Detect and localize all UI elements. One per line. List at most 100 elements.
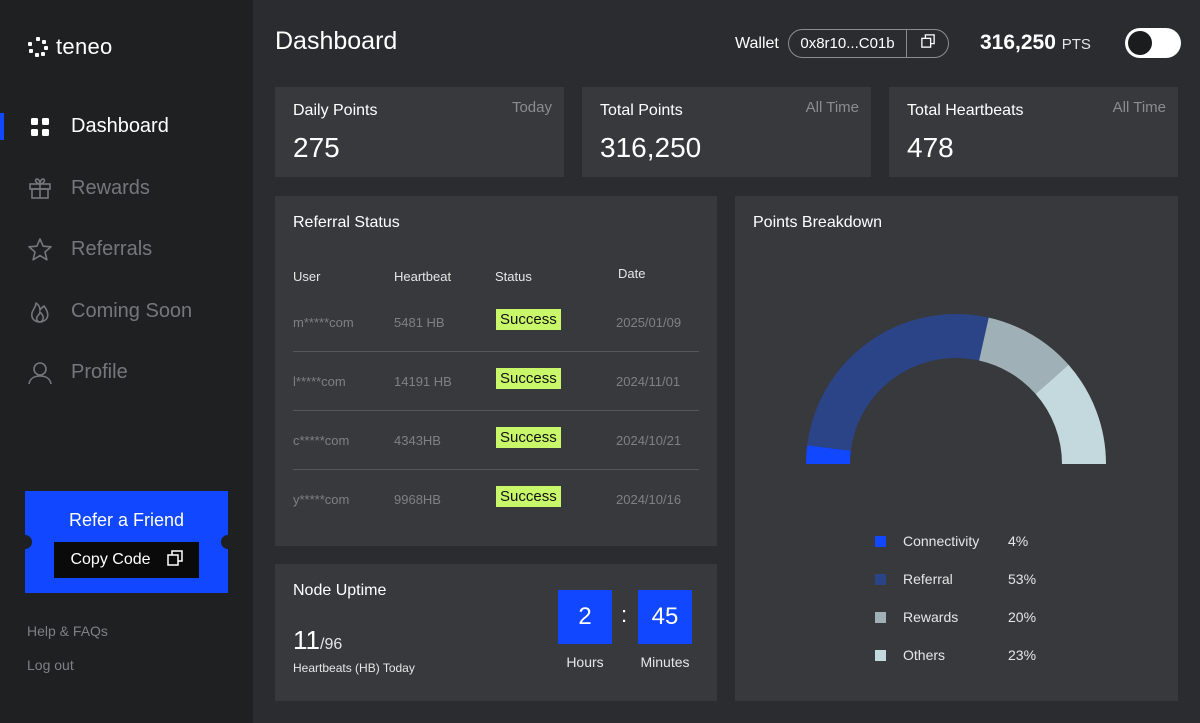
sidebar-item-dashboard[interactable]: Dashboard (0, 96, 253, 158)
gauge-segment-connectivity (806, 445, 851, 464)
refer-a-friend-card: Refer a Friend Copy Code (18, 491, 235, 593)
stat-value: 316,250 (600, 132, 702, 163)
cell-heartbeat: 14191 HB (394, 374, 452, 389)
refer-title: Refer a Friend (68, 510, 185, 530)
sidebar-item-referrals[interactable]: Referrals (0, 219, 253, 281)
help-faqs-link[interactable]: Help & FAQs (27, 623, 108, 639)
legend-percent: 20% (1008, 609, 1037, 625)
table-row: m*****com 5481 HB Success 2025/01/09 (293, 293, 699, 352)
status-badge: Success (496, 486, 561, 507)
wallet-label: Wallet (735, 35, 779, 52)
sidebar-item-label: Rewards (71, 176, 150, 199)
points-balance: 316,250 PTS (980, 31, 1091, 55)
time-separator: : (621, 602, 628, 627)
copy-code-button[interactable]: Copy Code (54, 542, 199, 578)
cell-date: 2024/10/21 (616, 433, 682, 448)
wallet-address: 0x8r10...C01b (789, 30, 907, 57)
stat-period: Today (511, 99, 552, 116)
legend-swatch (875, 574, 886, 585)
status-badge: Success (496, 427, 561, 448)
legend-swatch (875, 536, 886, 547)
card-title: Referral Status (293, 214, 400, 231)
status-badge: Success (496, 368, 561, 389)
legend-name: Others (903, 647, 946, 663)
stat-period: All Time (1112, 99, 1166, 116)
logo-icon (28, 37, 48, 57)
legend-item-referral: Referral 53% (875, 569, 1175, 589)
stat-value: 478 (907, 132, 954, 163)
daily-points-card: Daily Points Today 275 (275, 87, 564, 177)
cell-heartbeat: 9968HB (394, 492, 441, 507)
points-breakdown-card: Points Breakdown Connectivity 4% Referra… (735, 196, 1178, 701)
ticket-notch (221, 535, 235, 549)
logo-text: teneo (56, 34, 113, 59)
table-row: l*****com 14191 HB Success 2024/11/01 (293, 352, 699, 411)
stat-name: Total Heartbeats (907, 102, 1024, 119)
sidebar-item-label: Referrals (71, 238, 153, 261)
copy-code-label: Copy Code (70, 551, 151, 568)
gift-icon (27, 175, 53, 201)
points-unit: PTS (1061, 36, 1091, 53)
sidebar-item-coming-soon[interactable]: Coming Soon (0, 281, 253, 343)
legend-percent: 53% (1008, 571, 1037, 587)
gauge-segment-others (1035, 364, 1106, 464)
heartbeat-count-total: /96 (320, 636, 343, 653)
total-points-card: Total Points All Time 316,250 (582, 87, 871, 177)
cell-date: 2024/10/16 (616, 492, 682, 507)
theme-toggle[interactable] (1125, 28, 1181, 58)
logout-link[interactable]: Log out (27, 657, 74, 673)
legend-name: Referral (903, 571, 953, 587)
cell-user: y*****com (293, 492, 350, 507)
stat-name: Daily Points (293, 102, 378, 119)
star-icon (27, 237, 53, 263)
minutes-box: 45 (638, 590, 692, 644)
legend-item-connectivity: Connectivity 4% (875, 531, 1175, 551)
cell-date: 2025/01/09 (616, 315, 682, 330)
sidebar: teneo Dashboard Rewards Referrals Coming… (0, 0, 253, 723)
flame-icon (27, 298, 53, 324)
legend-name: Connectivity (903, 533, 980, 549)
stat-name: Total Points (600, 102, 683, 119)
stat-value: 275 (293, 132, 340, 163)
stat-period: All Time (805, 99, 859, 116)
heartbeat-count-value: 11 (293, 625, 320, 655)
sidebar-item-profile[interactable]: Profile (0, 342, 253, 404)
sidebar-item-label: Dashboard (71, 115, 169, 138)
minutes-label: Minutes (640, 654, 690, 670)
status-badge: Success (496, 309, 561, 330)
column-header-user: User (293, 269, 321, 284)
cell-date: 2024/11/01 (616, 374, 681, 389)
grid-icon (27, 114, 53, 140)
copy-icon (166, 549, 183, 571)
user-icon (27, 360, 53, 386)
sidebar-item-rewards[interactable]: Rewards (0, 158, 253, 220)
copy-wallet-button[interactable] (907, 34, 948, 53)
page-title: Dashboard (275, 27, 398, 55)
legend-item-others: Others 23% (875, 645, 1175, 665)
card-title: Points Breakdown (753, 214, 882, 231)
card-title: Node Uptime (293, 582, 387, 599)
gauge-segment-referral (807, 314, 989, 451)
sidebar-item-label: Profile (71, 361, 128, 384)
legend-swatch (875, 650, 886, 661)
logo[interactable]: teneo (28, 34, 113, 60)
copy-icon (920, 34, 935, 53)
sidebar-item-label: Coming Soon (71, 299, 193, 322)
cell-heartbeat: 5481 HB (394, 315, 445, 330)
cell-user: m*****com (293, 315, 354, 330)
referral-status-card: Referral Status User Heartbeat Status Da… (275, 196, 717, 546)
column-header-status: Status (495, 269, 532, 284)
legend-name: Rewards (903, 609, 959, 625)
toggle-knob (1128, 31, 1152, 55)
heartbeat-count: 11/96 (293, 625, 342, 656)
cell-heartbeat: 4343HB (394, 433, 441, 448)
legend-swatch (875, 612, 886, 623)
column-header-heartbeat: Heartbeat (394, 269, 452, 284)
hours-label: Hours (566, 654, 604, 670)
sidebar-nav: Dashboard Rewards Referrals Coming Soon … (0, 96, 253, 404)
heartbeat-subtitle: Heartbeats (HB) Today (293, 661, 415, 675)
legend-item-rewards: Rewards 20% (875, 607, 1175, 627)
legend-percent: 4% (1008, 533, 1029, 549)
column-header-date: Date (618, 266, 646, 281)
points-value: 316,250 (980, 31, 1056, 54)
